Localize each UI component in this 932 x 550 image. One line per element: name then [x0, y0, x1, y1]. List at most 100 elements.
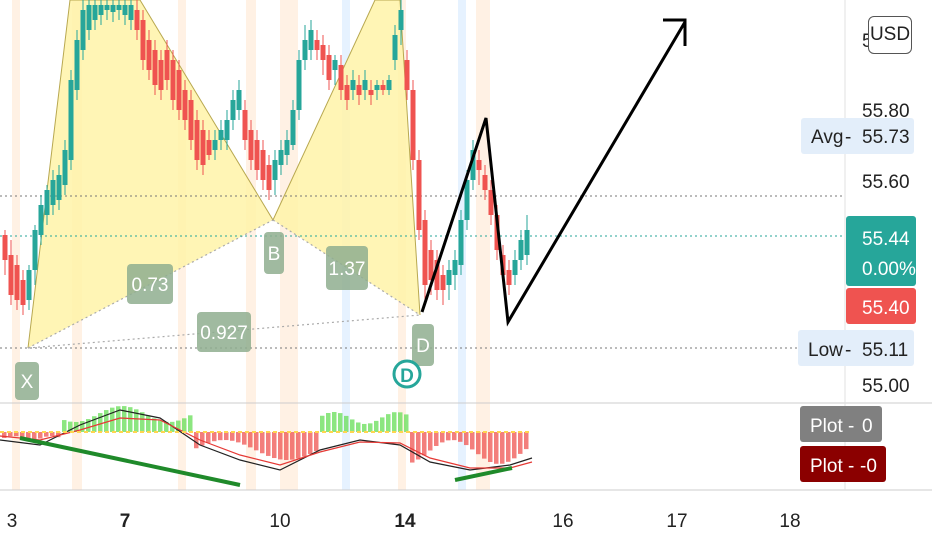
- pattern-bcd: [273, 0, 420, 315]
- ratio-bd-label-box: [326, 246, 368, 290]
- macd-bar: [2, 432, 7, 438]
- y-tick-label: 55.60: [862, 172, 910, 193]
- macd-bar: [302, 432, 307, 457]
- low-label-dash: -: [845, 340, 851, 361]
- macd-bar: [404, 414, 409, 432]
- point-b-label: B: [268, 244, 281, 265]
- candle-body: [38, 205, 44, 235]
- ratio-xb-label: 0.73: [132, 275, 169, 296]
- signal-line: [0, 417, 533, 469]
- macd-bar: [194, 432, 199, 449]
- divergence-line-2: [454, 466, 513, 482]
- candle-body: [290, 110, 296, 145]
- macd-bar: [20, 432, 25, 438]
- x-tick-label: 3: [7, 511, 18, 532]
- macd-bar: [158, 420, 163, 432]
- macd-bar: [410, 432, 415, 463]
- y-tick-label: 55.00: [862, 376, 910, 397]
- macd-bar: [212, 432, 217, 442]
- macd-bar: [386, 414, 391, 432]
- currency-button[interactable]: USD: [868, 16, 912, 54]
- macd-bar: [506, 432, 511, 462]
- candle-body: [104, 5, 110, 10]
- candle-body: [434, 260, 440, 290]
- candle-body: [356, 85, 362, 95]
- macd-bar: [248, 432, 253, 448]
- macd-bar: [392, 412, 397, 432]
- macd-bar: [146, 415, 151, 432]
- indicator-label-value-2: -0: [860, 456, 877, 477]
- macd-bar: [494, 432, 499, 464]
- macd-bar: [56, 432, 61, 438]
- candle-body: [458, 220, 464, 265]
- indicator-label-dash-1: -: [848, 416, 854, 437]
- point-d-label-box: [412, 324, 434, 366]
- candle-body: [398, 10, 404, 30]
- d-marker-label: D: [400, 366, 414, 387]
- macd-bar: [272, 432, 277, 459]
- harmonic-pattern: [27, 0, 421, 349]
- candle-body: [170, 60, 176, 100]
- candle-body: [386, 80, 392, 90]
- candle-body: [152, 50, 158, 85]
- candle-body: [56, 175, 62, 200]
- macd-bar: [458, 432, 463, 442]
- session-band: [12, 0, 20, 490]
- macd-bar: [320, 415, 325, 432]
- macd-bar: [134, 409, 139, 432]
- last-price-value: 55.44: [862, 229, 910, 250]
- session-band: [476, 0, 490, 490]
- candle-body: [266, 165, 272, 190]
- candle-body: [122, 5, 128, 15]
- low-label-value: 55.11: [862, 340, 908, 361]
- projection-path: [420, 21, 687, 327]
- avg-label-value: 55.73: [862, 127, 910, 148]
- candle-body: [518, 240, 524, 260]
- macd-bar: [362, 423, 367, 432]
- candle-body: [302, 40, 308, 60]
- macd-bar: [464, 432, 469, 446]
- macd-bar: [80, 421, 85, 432]
- macd-bar: [152, 418, 157, 432]
- macd-bar: [14, 432, 19, 437]
- candle-body: [50, 180, 56, 205]
- candle-body: [14, 265, 20, 300]
- candle-body: [128, 5, 134, 20]
- candle-body: [326, 55, 332, 80]
- candle-body: [110, 5, 116, 12]
- macd-bar: [62, 420, 67, 432]
- point-b-label-box: [264, 232, 284, 274]
- macd-pane: [0, 402, 932, 491]
- candle-body: [416, 160, 422, 230]
- macd-bar: [278, 432, 283, 460]
- d-marker-circle: [392, 359, 422, 389]
- macd-bar: [524, 432, 529, 450]
- macd-bar: [38, 432, 43, 439]
- macd-bar: [422, 432, 427, 456]
- candle-body: [344, 85, 350, 100]
- candle-body: [482, 175, 488, 190]
- candle-body: [62, 150, 68, 185]
- x-tick-label: 10: [269, 511, 290, 532]
- macd-bar: [512, 432, 517, 459]
- candle-body: [20, 280, 26, 305]
- macd-bar: [92, 416, 97, 432]
- candle-body: [272, 160, 278, 180]
- macd-bar: [380, 417, 385, 432]
- candle-body: [368, 90, 374, 95]
- macd-bar: [50, 432, 55, 437]
- macd-bar: [8, 432, 13, 437]
- point-x-label: X: [21, 372, 34, 393]
- x-tick-label: 14: [394, 511, 416, 532]
- indicator-label-value-1: 0: [862, 416, 873, 437]
- macd-bar: [236, 432, 241, 443]
- candle-body: [194, 120, 200, 160]
- macd-bar: [32, 432, 37, 440]
- candle-body: [464, 180, 470, 220]
- macd-bar: [176, 420, 181, 432]
- ratio-xd-label: 0.927: [200, 323, 248, 344]
- other-price-value: 55.40: [862, 298, 910, 319]
- macd-line: [0, 409, 533, 471]
